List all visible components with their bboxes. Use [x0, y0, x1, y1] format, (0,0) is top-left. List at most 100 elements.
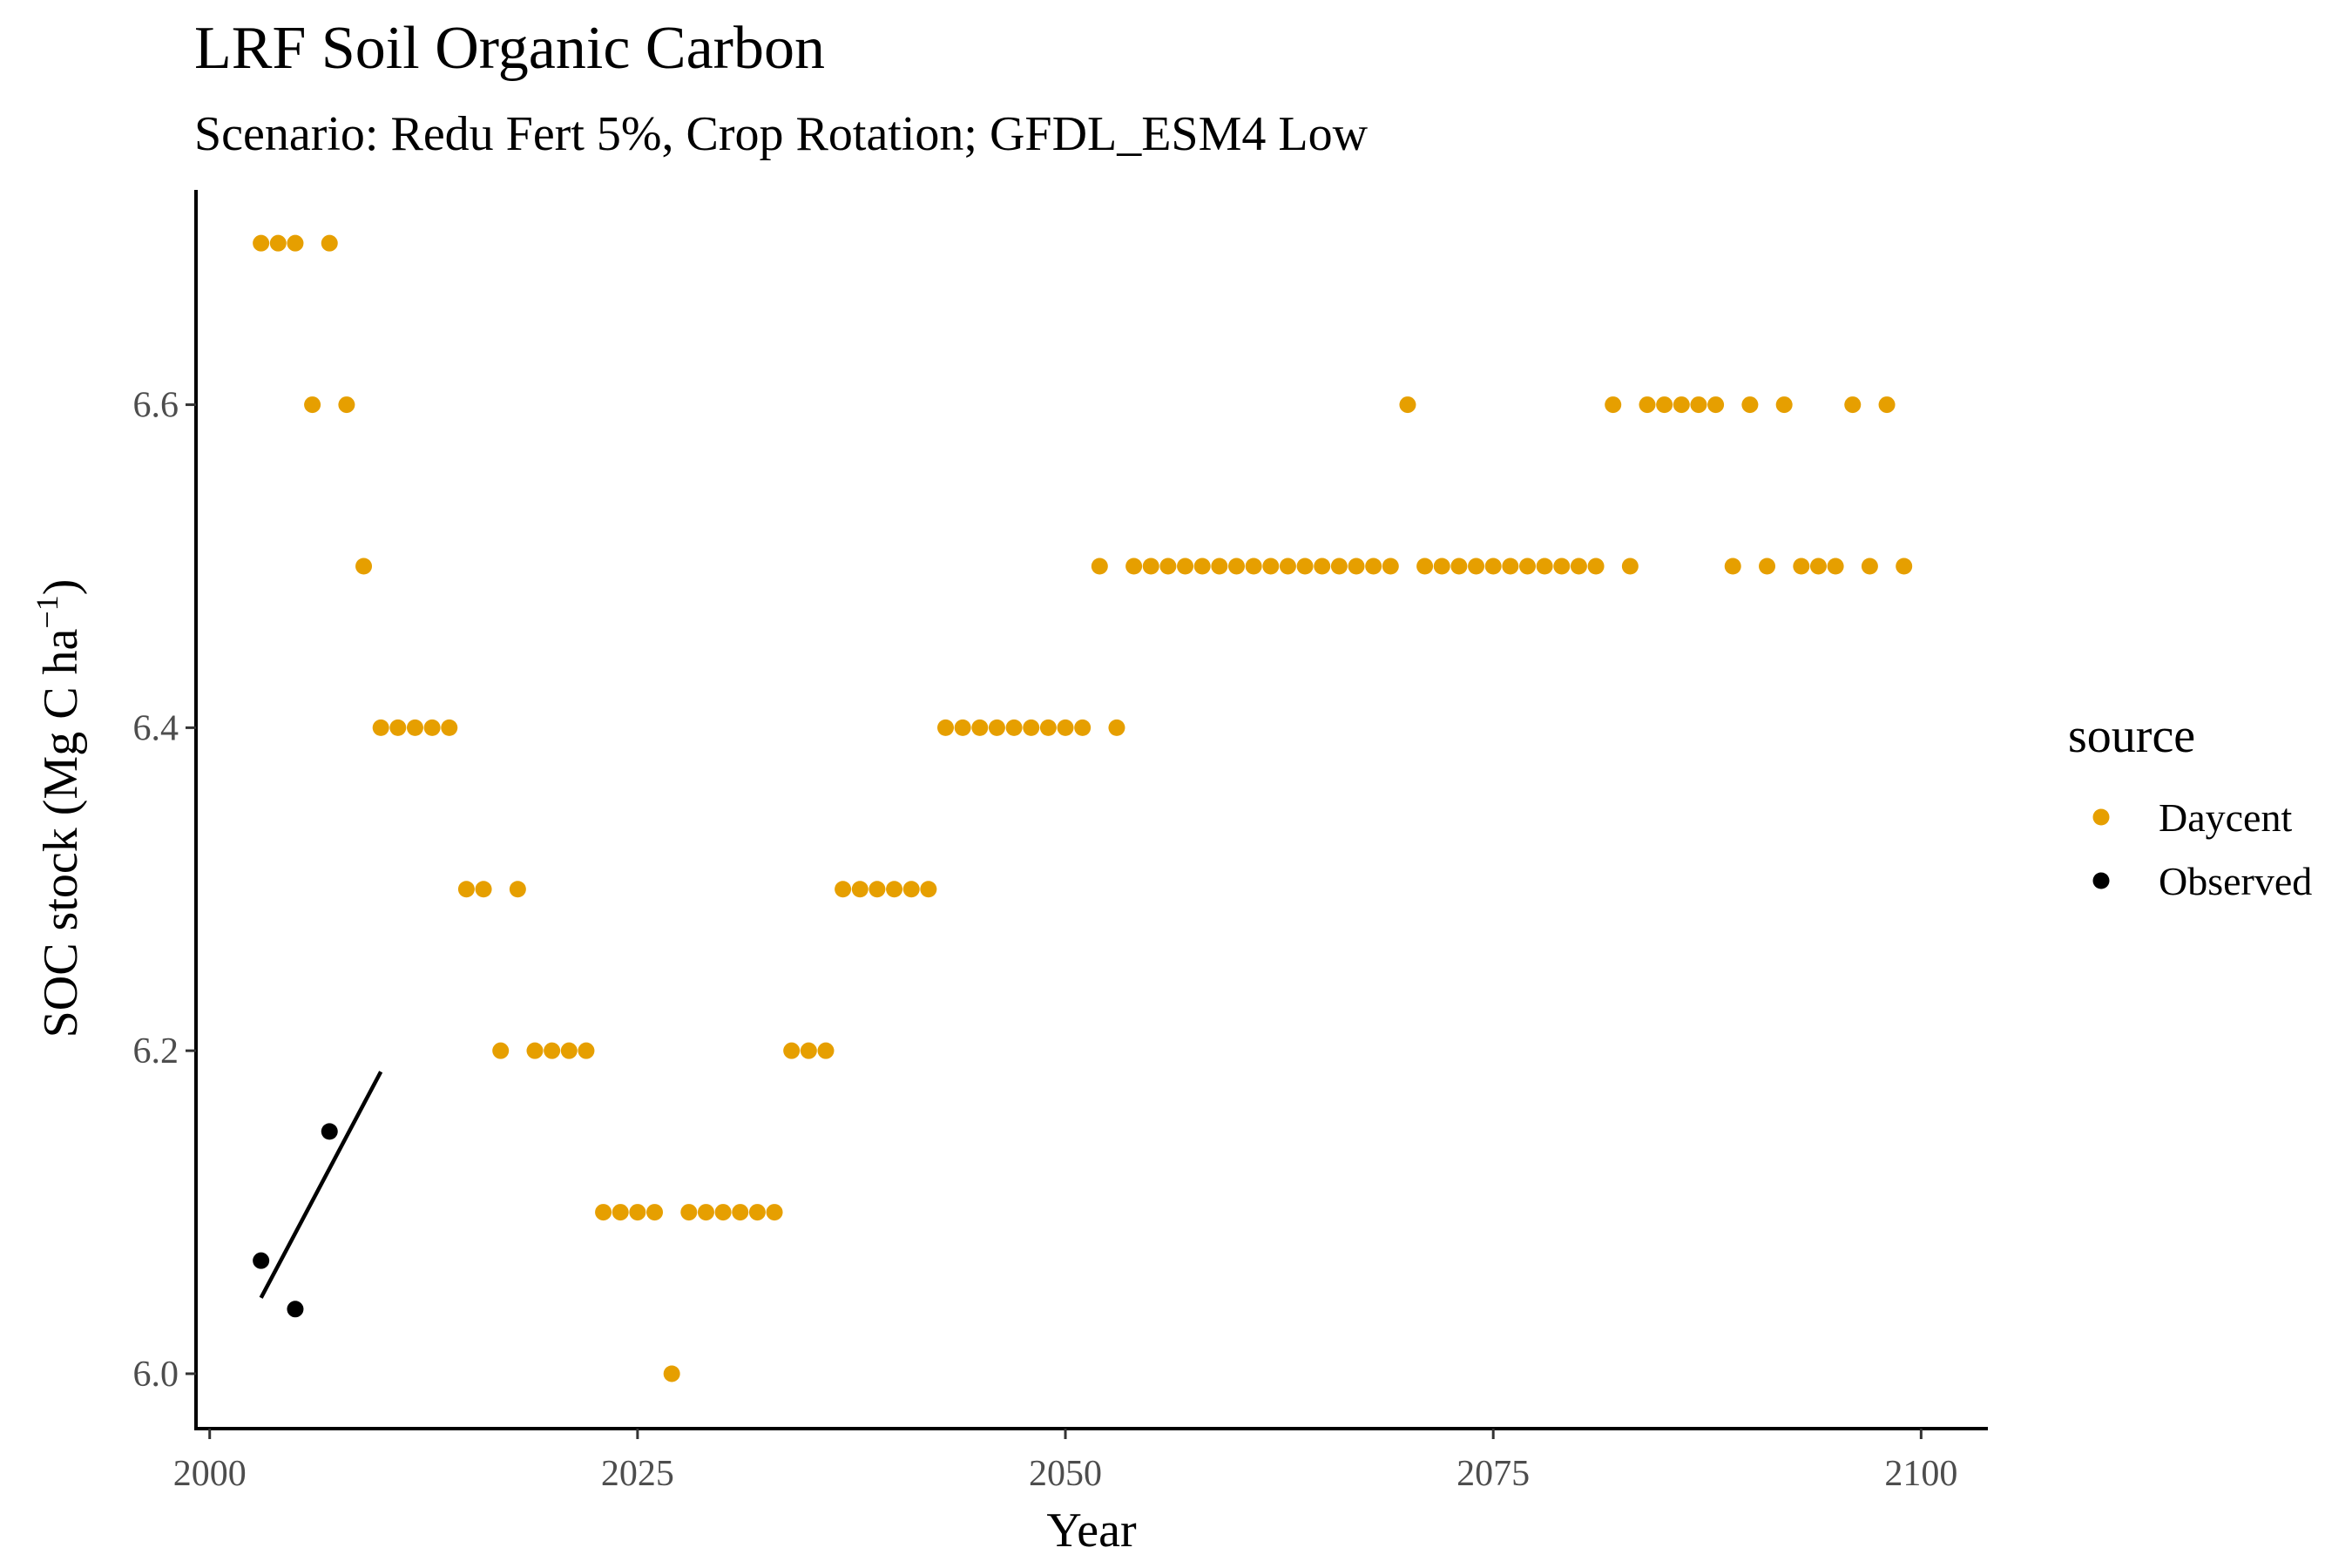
daycent-point [1605, 396, 1622, 414]
daycent-point [1091, 558, 1108, 575]
daycent-point [338, 396, 355, 414]
legend-title: source [2068, 709, 2195, 763]
y-tick-label: 6.4 [133, 708, 179, 748]
daycent-point [1159, 558, 1177, 575]
daycent-point [1450, 558, 1468, 575]
observed-trend-line [259, 1071, 383, 1299]
x-axis-title: Year [1046, 1504, 1137, 1558]
daycent-point [868, 881, 886, 898]
daycent-point [321, 234, 338, 252]
x-tick-label: 2050 [1029, 1454, 1102, 1494]
daycent-point [1125, 558, 1143, 575]
daycent-point [835, 881, 852, 898]
daycent-point [612, 1204, 629, 1221]
daycent-point [1365, 558, 1382, 575]
daycent-point [595, 1204, 612, 1221]
daycent-point [1759, 558, 1776, 575]
y-axis-ticks: 6.0 6.2 6.4 6.6 [133, 386, 196, 1395]
daycent-point [1484, 558, 1502, 575]
daycent-point [1896, 558, 1913, 575]
daycent-point [1621, 558, 1639, 575]
daycent-point [851, 881, 868, 898]
daycent-point [1382, 558, 1399, 575]
daycent-point [1039, 719, 1057, 736]
daycent-point [1673, 396, 1690, 414]
chart-subtitle: Scenario: Redu Fert 5%, Crop Rotation; G… [194, 107, 1369, 161]
observed-point [253, 1252, 270, 1269]
daycent-point [1844, 396, 1862, 414]
daycent-point [1399, 396, 1416, 414]
daycent-point [1724, 558, 1741, 575]
daycent-point [1878, 396, 1896, 414]
daycent-point [680, 1204, 698, 1221]
daycent-point [269, 234, 287, 252]
daycent-point [1741, 396, 1759, 414]
daycent-point [441, 719, 458, 736]
daycent-point [971, 719, 989, 736]
daycent-point [1330, 558, 1348, 575]
daycent-point [1074, 719, 1092, 736]
daycent-point [1348, 558, 1365, 575]
y-axis-title-main: SOC stock (Mg C ha [34, 628, 88, 1037]
daycent-point [355, 558, 373, 575]
daycent-point [1639, 396, 1656, 414]
legend-label-observed: Observed [2159, 859, 2312, 903]
trend-layer [259, 1071, 383, 1299]
x-tick-label: 2100 [1884, 1454, 1957, 1494]
daycent-point [1775, 396, 1793, 414]
daycent-point [1809, 558, 1827, 575]
daycent-point [457, 881, 475, 898]
daycent-point [406, 719, 423, 736]
x-tick-label: 2000 [173, 1454, 247, 1494]
x-axis-ticks: 2000 2025 2050 2075 2100 [173, 1429, 1957, 1494]
daycent-point [1502, 558, 1519, 575]
x-tick-label: 2025 [601, 1454, 674, 1494]
daycent-point [1296, 558, 1314, 575]
daycent-point [714, 1204, 732, 1221]
daycent-point [1211, 558, 1228, 575]
daycent-point [1707, 396, 1725, 414]
daycent-point [920, 881, 937, 898]
daycent-point [304, 396, 321, 414]
daycent-point [1518, 558, 1536, 575]
daycent-point [1553, 558, 1571, 575]
legend-label-daycent: Daycent [2159, 795, 2292, 840]
daycent-point [817, 1042, 835, 1059]
daycent-point [886, 881, 903, 898]
daycent-point [1245, 558, 1262, 575]
y-tick-label: 6.6 [133, 386, 179, 426]
daycent-point [783, 1042, 801, 1059]
daycent-point [1570, 558, 1587, 575]
legend-key-daycent [2092, 808, 2110, 826]
y-axis-title: SOC stock (Mg C ha−1) [30, 579, 88, 1038]
daycent-point [1023, 719, 1040, 736]
daycent-point [1690, 396, 1707, 414]
daycent-point [663, 1365, 680, 1382]
daycent-point [629, 1204, 646, 1221]
y-tick-label: 6.2 [133, 1031, 179, 1071]
chart-title: LRF Soil Organic Carbon [194, 15, 825, 82]
daycent-point [423, 719, 441, 736]
daycent-point [287, 234, 304, 252]
daycent-point [1656, 396, 1673, 414]
daycent-point [1227, 558, 1245, 575]
daycent-point [1827, 558, 1844, 575]
daycent-point [1142, 558, 1159, 575]
daycent-point [1108, 719, 1125, 736]
daycent-point [475, 881, 492, 898]
observed-point [321, 1123, 338, 1140]
daycent-point [937, 719, 955, 736]
y-tick-label: 6.0 [133, 1355, 179, 1395]
daycent-point [389, 719, 407, 736]
legend-key-observed [2092, 872, 2110, 889]
daycent-point [560, 1042, 578, 1059]
daycent-point [578, 1042, 595, 1059]
observed-point [287, 1301, 304, 1318]
y-axis-title-superscript: −1 [30, 595, 64, 628]
daycent-point [988, 719, 1005, 736]
daycent-point [800, 1042, 817, 1059]
daycent-point [1468, 558, 1485, 575]
daycent-point [1262, 558, 1280, 575]
daycent-point [732, 1204, 749, 1221]
